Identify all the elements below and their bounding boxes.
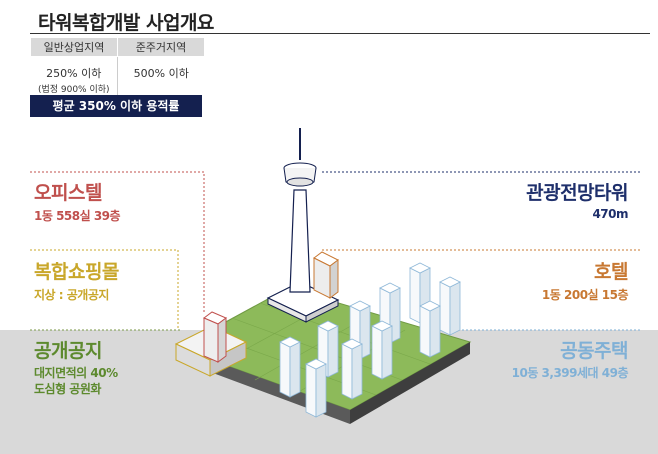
mall-right bbox=[209, 341, 247, 377]
housing-tower-top bbox=[341, 338, 363, 350]
mall-leader-line bbox=[30, 249, 179, 330]
tower-pod-base bbox=[286, 177, 314, 187]
housing-tower-left bbox=[409, 267, 421, 324]
semi-ratio-value: 500% 이하 bbox=[133, 67, 189, 80]
zoning-cell-general: 250% 이하 (법정 900% 이하) bbox=[30, 56, 118, 95]
office-label: 오피스텔 bbox=[34, 182, 102, 204]
housing-detail: 10동 3,399세대 49층 bbox=[511, 366, 629, 380]
average-ratio-banner: 평균 350% 이하 용적률 bbox=[30, 95, 202, 117]
hotel-right bbox=[329, 259, 339, 299]
housing-tower-top bbox=[349, 300, 371, 312]
housing-tower-right bbox=[289, 341, 301, 398]
housing-tower-right bbox=[315, 363, 327, 418]
housing-tower-right bbox=[449, 281, 461, 336]
zoning-header-semi: 준주거지역 bbox=[117, 37, 205, 57]
general-ratio-value: 250% 이하 bbox=[46, 67, 102, 80]
public-space-label: 공개공지 bbox=[34, 340, 102, 362]
page-title: 타워복합개발 사업개요 bbox=[38, 12, 214, 34]
housing-tower-top bbox=[371, 320, 393, 332]
housing-tower-left bbox=[419, 305, 431, 358]
housing-tower-right bbox=[327, 325, 339, 378]
housing-label: 공동주택 bbox=[560, 340, 628, 362]
housing-tower-left bbox=[279, 341, 291, 398]
hotel-detail: 1동 200실 15층 bbox=[541, 288, 629, 302]
housing-tower-top bbox=[305, 358, 327, 370]
zoning-cell-semi: 500% 이하 bbox=[117, 56, 205, 95]
mall-label: 복합쇼핑몰 bbox=[34, 261, 119, 283]
tower-shaft bbox=[289, 189, 311, 293]
housing-tower-left bbox=[305, 363, 317, 418]
zoning-table: 일반상업지역 준주거지역 250% 이하 (법정 900% 이하) 500% 이… bbox=[30, 37, 205, 95]
housing-tower-top bbox=[409, 262, 431, 274]
housing-tower-top bbox=[379, 282, 401, 294]
title-divider bbox=[30, 33, 650, 34]
housing-tower-right bbox=[351, 343, 363, 400]
housing-tower-top bbox=[317, 320, 339, 332]
housing-tower-top bbox=[279, 336, 301, 348]
public-space-detail-1: 대지면적의 40% bbox=[34, 366, 118, 380]
site-edge-right bbox=[350, 342, 470, 424]
housing-tower-left bbox=[341, 343, 353, 400]
hotel-label: 호텔 bbox=[594, 261, 628, 283]
housing-tower-left bbox=[371, 325, 383, 380]
office-detail: 1동 558실 39층 bbox=[34, 209, 121, 223]
housing-tower-top bbox=[419, 300, 441, 312]
zoning-header-general: 일반상업지역 bbox=[30, 37, 118, 57]
office-leader-line bbox=[30, 171, 205, 312]
housing-tower-top bbox=[439, 276, 461, 288]
tower-base-right bbox=[305, 299, 339, 323]
housing-tower-right bbox=[381, 325, 393, 380]
housing-tower-left bbox=[439, 281, 451, 336]
public-space-detail-2: 도심형 공원화 bbox=[34, 382, 101, 396]
housing-tower-right bbox=[429, 305, 441, 358]
office-right bbox=[217, 317, 227, 363]
general-legal-note: (법정 900% 이하) bbox=[37, 85, 110, 95]
housing-towers bbox=[279, 262, 461, 418]
office-left bbox=[203, 317, 219, 363]
mall-detail: 지상 : 공개공지 bbox=[34, 288, 109, 302]
tower-height: 470m bbox=[592, 207, 628, 221]
tower-label: 관광전망타워 bbox=[526, 182, 628, 204]
